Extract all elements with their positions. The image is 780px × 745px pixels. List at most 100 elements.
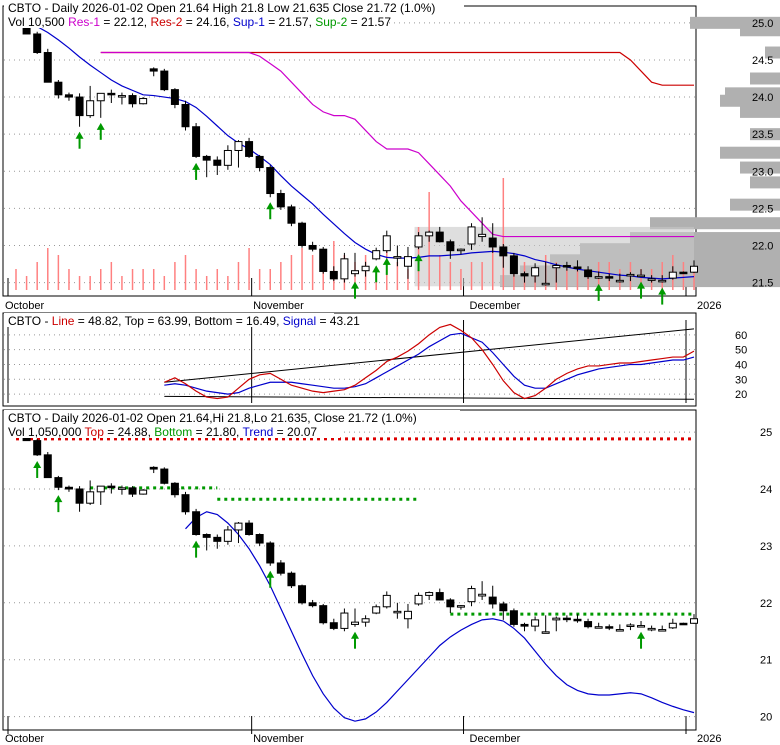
candle-body — [456, 605, 465, 608]
candle-body — [626, 273, 635, 277]
candle-body — [245, 141, 254, 157]
candle-body — [128, 95, 137, 105]
candle-body — [245, 522, 254, 536]
candle-body — [509, 610, 518, 625]
header-segment: CBTO - — [8, 314, 52, 328]
support-1-line — [15, 20, 695, 280]
candle-body — [658, 629, 667, 632]
candle-body — [223, 149, 232, 166]
candle-body — [679, 271, 688, 275]
y-tick-label: 24 — [760, 484, 772, 496]
candle-body — [266, 167, 275, 195]
candle-body — [668, 271, 677, 279]
header-segment: Bottom — [194, 314, 232, 328]
candle-body — [276, 193, 285, 208]
candle-body — [86, 491, 95, 504]
candle-body — [584, 621, 593, 628]
candle-body — [340, 258, 349, 280]
y-tick-label: 21 — [760, 655, 772, 667]
candle-body — [351, 621, 359, 625]
buy-arrow-head — [96, 122, 105, 130]
candle-body — [393, 256, 402, 259]
buy-arrow-head — [372, 265, 381, 273]
top-header-line2: Vol 10,500 Res-1 = 22.12, Res-2 = 24.16,… — [8, 15, 391, 29]
candle-body — [33, 440, 42, 456]
buy-arrow-head — [658, 287, 667, 295]
buy-arrow-head — [637, 631, 646, 639]
candle-body — [213, 536, 222, 542]
bottom-header-bg — [4, 410, 460, 424]
buy-arrow-head — [414, 254, 423, 262]
candle-body — [615, 629, 624, 632]
candle-body — [594, 626, 603, 629]
candle-body — [64, 94, 73, 98]
candle-body — [637, 625, 646, 628]
buy-arrow-head — [351, 631, 359, 639]
candle-body — [192, 511, 201, 536]
candle-body — [690, 618, 698, 624]
candle-body — [54, 81, 63, 96]
candle-body — [372, 250, 381, 260]
candle-body — [181, 103, 190, 128]
header-segment: Res-1 — [68, 15, 100, 29]
candle-body — [541, 631, 550, 634]
candle-body — [319, 605, 328, 624]
candle-body — [626, 624, 635, 627]
candle-body — [605, 626, 614, 629]
candle-body — [308, 244, 317, 250]
candle-body — [478, 593, 487, 597]
candle-body — [668, 622, 677, 629]
candle-body — [562, 617, 571, 621]
candle-body — [160, 468, 169, 484]
candle-body — [54, 477, 63, 488]
candle-body — [403, 610, 412, 620]
header-segment: = 16.49, — [232, 314, 282, 328]
top-x-axis: October November December 2026 — [5, 300, 721, 312]
bottom-header2-bg — [4, 424, 340, 438]
y-tick-label: 25 — [760, 427, 772, 439]
top-arrows — [75, 122, 667, 305]
candle-body — [329, 270, 338, 280]
header-segment: Vol 10,500 — [8, 15, 68, 29]
header-segment: Trend — [242, 425, 273, 439]
candle-body — [615, 279, 624, 283]
candle-body — [75, 488, 84, 504]
candle-body — [117, 487, 126, 490]
candle-body — [499, 603, 508, 612]
candle-body — [308, 602, 317, 607]
y-tick-label: 23 — [760, 541, 772, 553]
y-tick-label: 20 — [735, 389, 747, 401]
buy-arrow-head — [192, 540, 201, 548]
x-tick-label: November — [253, 300, 304, 312]
candle-body — [531, 267, 540, 277]
candle-body — [562, 265, 571, 268]
candle-body — [594, 276, 603, 279]
header-segment: Vol 1,050,000 — [8, 425, 85, 439]
header-segment: = 24.16, — [182, 15, 232, 29]
candle-body — [107, 485, 116, 489]
header-segment: CBTO - Daily 2026-01-02 Open 21.64 High … — [8, 1, 435, 15]
candle-body — [255, 155, 264, 169]
candle-body — [520, 623, 529, 627]
top-boundary — [164, 328, 695, 383]
candle-body — [552, 265, 561, 269]
buy-arrow-head — [75, 131, 84, 139]
candle-body — [223, 529, 232, 542]
buy-arrow-head — [594, 283, 603, 291]
header-segment: = 21.57 — [347, 15, 391, 29]
bottom-boundary — [164, 395, 695, 400]
middle-y-axis: 60 50 40 30 20 — [735, 330, 747, 401]
candle-body — [33, 33, 42, 54]
header-segment: = 48.82, — [74, 314, 124, 328]
candle-body — [361, 618, 370, 623]
top-indicator-lines — [15, 20, 695, 280]
candle-body — [403, 256, 412, 267]
middle-header-line1: CBTO - Line = 48.82, Top = 63.99, Bottom… — [8, 314, 360, 328]
header-segment: Top — [125, 314, 145, 328]
y-tick-label: 24.0 — [752, 92, 773, 104]
candle-body — [361, 265, 370, 272]
candle-body — [509, 255, 518, 275]
buy-arrow-head — [33, 460, 42, 468]
header-segment: = 43.21 — [316, 314, 360, 328]
